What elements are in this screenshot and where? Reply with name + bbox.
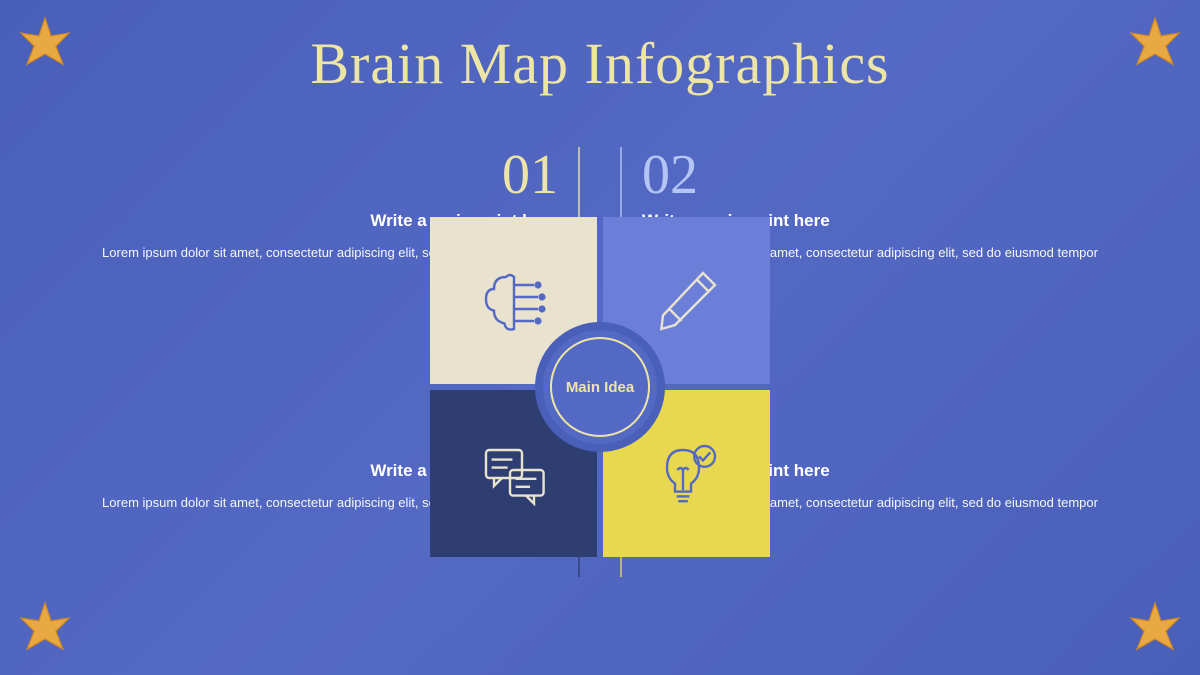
center-circle: Main Idea	[535, 322, 665, 452]
page-title: Brain Map Infographics	[0, 0, 1200, 97]
chat-icon	[474, 434, 554, 514]
number-01: 01	[60, 147, 558, 203]
number-02: 02	[642, 147, 1140, 203]
lightbulb-check-icon	[647, 434, 727, 514]
star-decoration-top-right	[1125, 15, 1185, 75]
center-label: Main Idea	[550, 337, 650, 437]
brain-circuit-icon	[474, 261, 554, 341]
pencil-icon	[647, 261, 727, 341]
infographic-container: 01 Write a main point here Lorem ipsum d…	[0, 117, 1200, 657]
star-decoration-top-left	[15, 15, 75, 75]
